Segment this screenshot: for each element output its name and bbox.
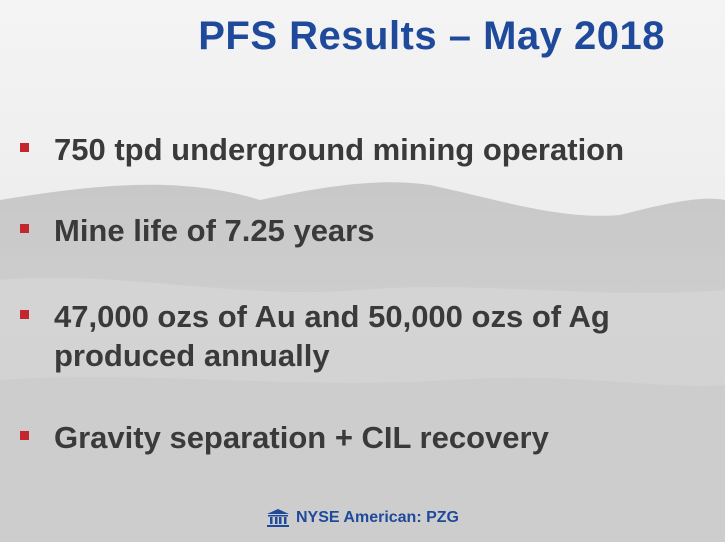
bullet-square-icon — [20, 431, 29, 440]
bullet-text: 750 tpd underground mining operation — [54, 132, 625, 167]
bullet-text: Gravity separation + CIL recovery — [54, 420, 549, 455]
list-item: 47,000 ozs of Au and 50,000 ozs of Ag pr… — [20, 297, 694, 375]
footer-ticker-text: NYSE American: PZG — [295, 509, 459, 526]
list-item: 750 tpd underground mining operation — [20, 130, 694, 169]
building-columns-icon — [266, 509, 289, 527]
bullet-square-icon — [20, 310, 29, 319]
bullet-square-icon — [20, 143, 29, 152]
list-item: Gravity separation + CIL recovery — [20, 418, 694, 457]
bullet-square-icon — [20, 224, 29, 233]
bullet-text: 47,000 ozs of Au and 50,000 ozs of Ag pr… — [54, 299, 610, 373]
list-item: Mine life of 7.25 years — [20, 211, 694, 250]
bullet-text: Mine life of 7.25 years — [54, 213, 375, 248]
footer: NYSE American: PZG — [0, 508, 725, 528]
page-title: PFS Results – May 2018 — [198, 14, 665, 58]
